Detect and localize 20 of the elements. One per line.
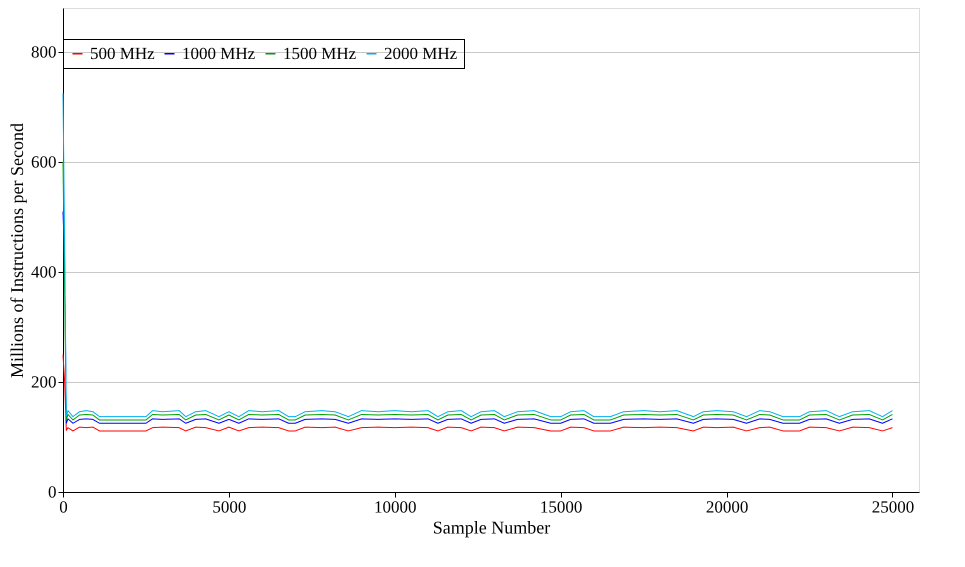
x-tick-label: 0 [59, 498, 68, 516]
x-tick-label: 10000 [374, 498, 417, 516]
y-tick-label: 0 [48, 482, 56, 502]
y-tick-label: 600 [31, 152, 56, 172]
x-axis-title: Sample Number [432, 518, 550, 538]
y-tick-label: 200 [31, 372, 56, 392]
y-tick-label: 800 [31, 42, 56, 62]
legend-label: 500 MHz [90, 44, 156, 63]
x-tick-label: 15000 [540, 498, 582, 516]
x-tick-label: 25000 [872, 498, 914, 516]
y-tick-label: 400 [31, 262, 56, 282]
legend-label: 1500 MHz [283, 44, 357, 63]
x-tick-label: 5000 [212, 498, 246, 516]
y-axis-title: Millions of Instructions per Second [7, 123, 27, 378]
x-tick-label: 20000 [706, 498, 748, 516]
line-series [62, 92, 893, 418]
legend-label: 2000 MHz [384, 44, 458, 63]
legend-label: 1000 MHz [182, 44, 256, 63]
line-series [62, 162, 893, 420]
line-series [62, 354, 893, 432]
